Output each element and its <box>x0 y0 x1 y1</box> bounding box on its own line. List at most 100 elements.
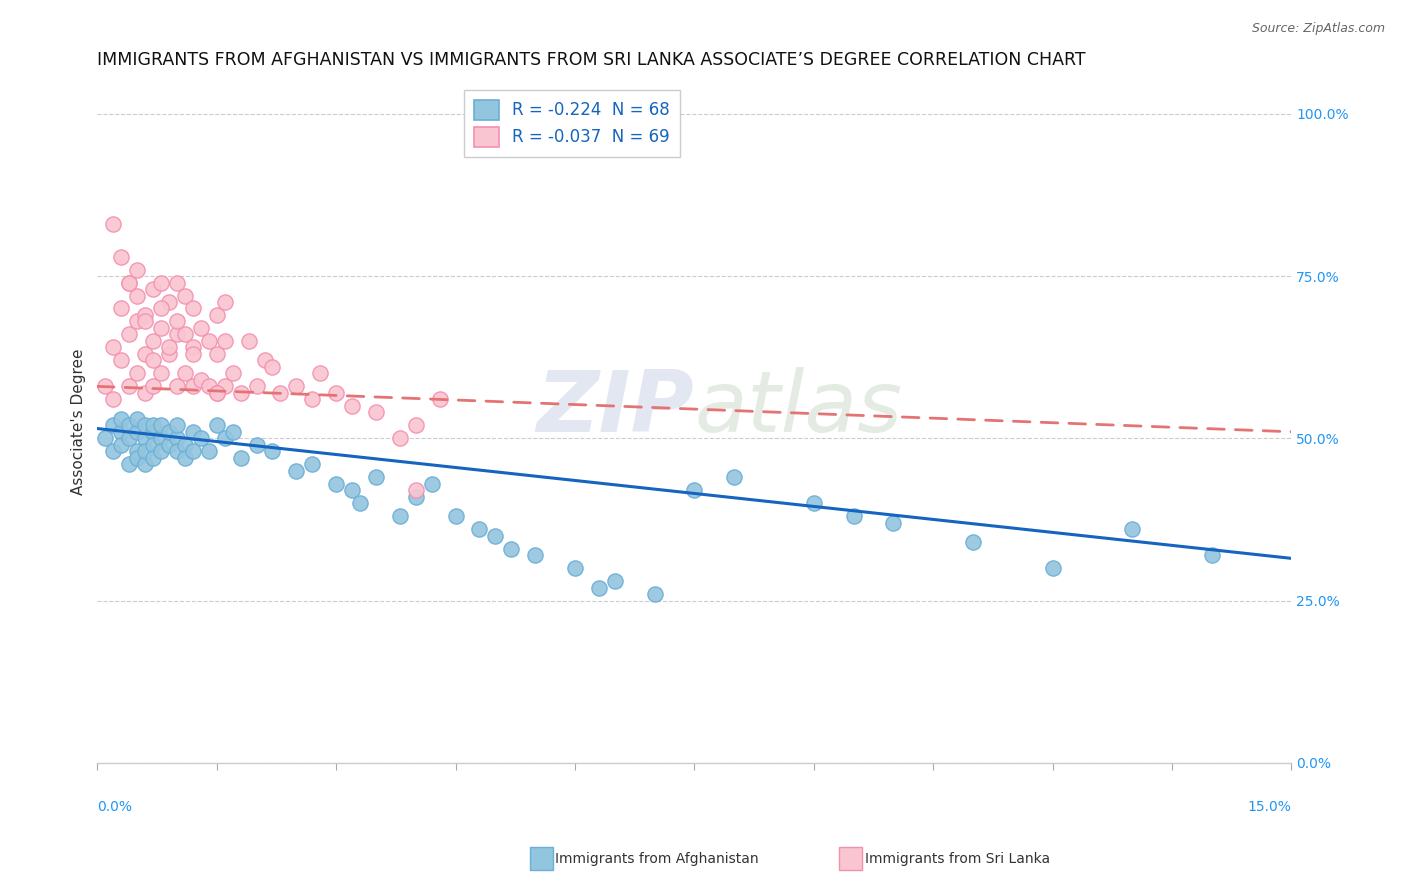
Y-axis label: Associate's Degree: Associate's Degree <box>72 349 86 495</box>
Point <box>245 379 267 393</box>
Point <box>174 450 197 465</box>
Point <box>1121 522 1143 536</box>
Point <box>221 425 243 439</box>
Point <box>157 347 180 361</box>
Point <box>142 334 165 348</box>
Point <box>349 496 371 510</box>
Point <box>364 405 387 419</box>
Point <box>588 581 610 595</box>
Point <box>103 444 125 458</box>
Point <box>190 321 212 335</box>
Point <box>118 276 141 290</box>
Point <box>134 457 156 471</box>
Point <box>118 431 141 445</box>
Point <box>842 509 865 524</box>
Point <box>285 379 308 393</box>
Point <box>301 457 323 471</box>
Point <box>127 425 149 439</box>
Point <box>94 431 117 445</box>
Point <box>468 522 491 536</box>
Point <box>1201 548 1223 562</box>
Point <box>190 431 212 445</box>
Point <box>253 353 276 368</box>
Point <box>962 535 984 549</box>
Point <box>429 392 451 407</box>
Point <box>181 347 204 361</box>
Point <box>118 327 141 342</box>
Point <box>142 418 165 433</box>
Point <box>134 308 156 322</box>
Point <box>166 379 188 393</box>
Point <box>325 385 347 400</box>
Point <box>150 444 173 458</box>
Text: Immigrants from Sri Lanka: Immigrants from Sri Lanka <box>865 852 1050 866</box>
Point <box>205 308 228 322</box>
Point <box>134 431 156 445</box>
Point <box>134 418 156 433</box>
Point <box>603 574 626 588</box>
Point <box>166 431 188 445</box>
Point <box>285 464 308 478</box>
Point <box>118 276 141 290</box>
Point <box>94 379 117 393</box>
Point <box>134 385 156 400</box>
Point <box>134 347 156 361</box>
Point <box>214 295 236 310</box>
Point <box>110 353 132 368</box>
Point <box>157 295 180 310</box>
Point <box>309 367 332 381</box>
Point <box>205 347 228 361</box>
Point <box>181 301 204 316</box>
Point <box>127 262 149 277</box>
Point <box>214 334 236 348</box>
Point <box>501 541 523 556</box>
Point <box>229 450 252 465</box>
Point <box>174 438 197 452</box>
Point <box>157 438 180 452</box>
Text: IMMIGRANTS FROM AFGHANISTAN VS IMMIGRANTS FROM SRI LANKA ASSOCIATE’S DEGREE CORR: IMMIGRANTS FROM AFGHANISTAN VS IMMIGRANT… <box>97 51 1085 69</box>
Point <box>174 288 197 302</box>
Point <box>262 444 284 458</box>
Text: 0.0%: 0.0% <box>97 800 132 814</box>
Point <box>190 373 212 387</box>
Point <box>150 301 173 316</box>
Point <box>142 425 165 439</box>
Point <box>484 528 506 542</box>
Point <box>110 250 132 264</box>
Point <box>127 288 149 302</box>
Point <box>405 490 427 504</box>
Point <box>262 359 284 374</box>
Point <box>174 327 197 342</box>
Point <box>181 425 204 439</box>
Point <box>166 314 188 328</box>
Point <box>127 314 149 328</box>
Point <box>214 379 236 393</box>
Point <box>127 444 149 458</box>
Point <box>197 379 219 393</box>
Point <box>166 327 188 342</box>
Point <box>118 418 141 433</box>
Text: Source: ZipAtlas.com: Source: ZipAtlas.com <box>1251 22 1385 36</box>
Point <box>166 444 188 458</box>
Point <box>110 438 132 452</box>
Point <box>238 334 260 348</box>
Point <box>214 431 236 445</box>
Point <box>166 418 188 433</box>
Point <box>181 444 204 458</box>
Point <box>142 450 165 465</box>
Point <box>127 450 149 465</box>
Point <box>364 470 387 484</box>
Point <box>103 217 125 231</box>
Point <box>197 444 219 458</box>
Point <box>181 379 204 393</box>
Point <box>157 340 180 354</box>
Point <box>110 301 132 316</box>
Point <box>723 470 745 484</box>
Point <box>803 496 825 510</box>
Point <box>118 379 141 393</box>
Point <box>221 367 243 381</box>
Point <box>405 418 427 433</box>
Point <box>1042 561 1064 575</box>
Point <box>166 276 188 290</box>
Point <box>325 476 347 491</box>
